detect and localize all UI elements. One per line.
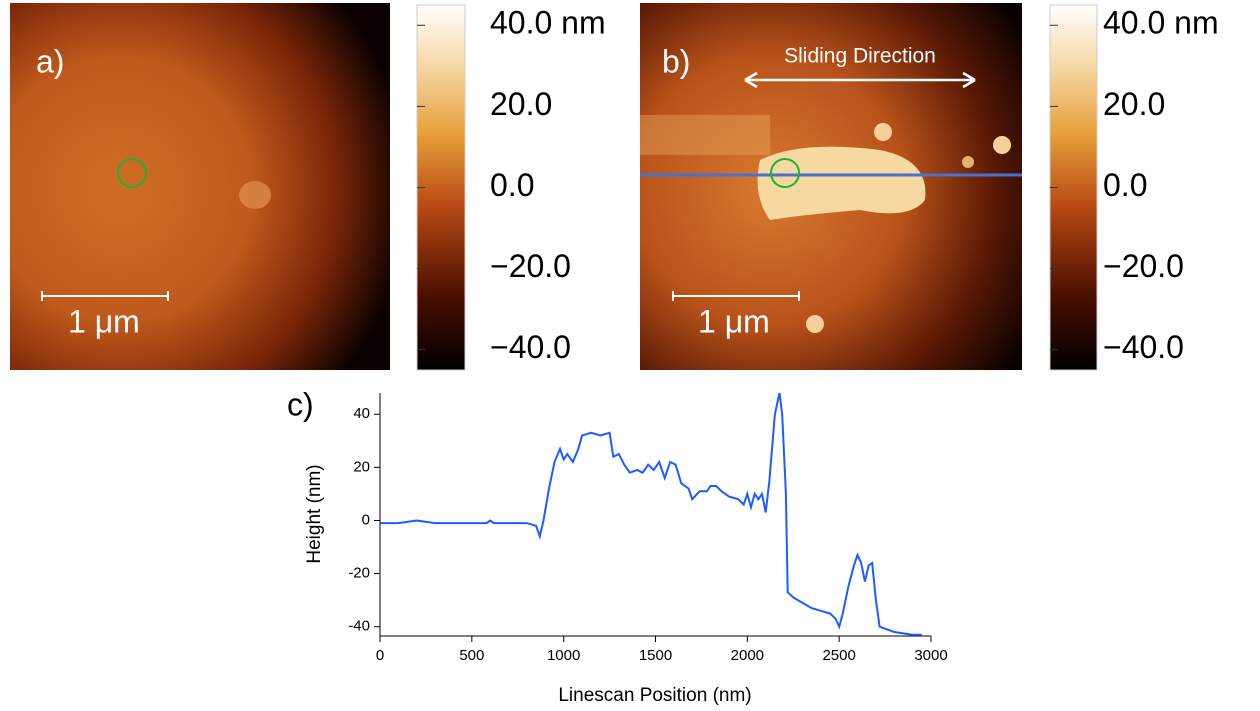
panel-label: c) <box>287 386 314 422</box>
colorbar-tick-label: 40.0 nm <box>1103 5 1219 41</box>
marker-circle <box>117 158 147 188</box>
feature <box>806 315 824 333</box>
y-tick-label: 40 <box>353 405 370 422</box>
scale-bar-label: 1 μm <box>698 303 770 339</box>
colorbar-tick-label: −20.0 <box>1103 248 1184 284</box>
y-tick-label: -40 <box>348 618 370 635</box>
x-tick-label: 500 <box>459 647 484 664</box>
colorbar-tick-label: 20.0 <box>490 86 552 122</box>
colorbar-tick-label: 40.0 nm <box>490 5 606 41</box>
feature <box>640 115 770 155</box>
colorbar-tick-label: −20.0 <box>490 248 571 284</box>
x-axis-label: Linescan Position (nm) <box>558 685 751 706</box>
y-tick-label: -20 <box>348 565 370 582</box>
marker-circle <box>770 158 800 188</box>
annotation: Sliding Direction <box>784 45 936 68</box>
line-series <box>380 392 922 636</box>
colorbar-tick-label: 20.0 <box>1103 86 1165 122</box>
scale-bar-label: 1 μm <box>68 303 140 339</box>
feature <box>757 146 926 220</box>
colorbar-tick-label: 0.0 <box>1103 167 1147 203</box>
afm-image <box>10 3 390 370</box>
image-a <box>10 3 390 370</box>
feature <box>962 156 974 168</box>
x-tick-label: 3000 <box>914 647 947 664</box>
x-tick-label: 2000 <box>731 647 764 664</box>
feature <box>239 181 271 209</box>
x-tick-label: 2500 <box>822 647 855 664</box>
panel-label: a) <box>36 43 64 79</box>
direction-arrow <box>744 71 976 89</box>
panel-label: b) <box>662 43 690 79</box>
x-tick-label: 0 <box>376 647 384 664</box>
y-axis-label: Height (nm) <box>304 464 325 563</box>
x-tick-label: 1000 <box>547 647 580 664</box>
feature <box>993 136 1011 154</box>
x-tick-label: 1500 <box>639 647 672 664</box>
y-tick-label: 20 <box>353 458 370 475</box>
y-tick-label: 0 <box>362 511 370 528</box>
colorbar-tick-label: −40.0 <box>490 329 571 365</box>
image-b <box>640 3 1022 370</box>
feature <box>874 123 892 141</box>
colorbar-tick-label: 0.0 <box>490 167 534 203</box>
colorbar-tick-label: −40.0 <box>1103 329 1184 365</box>
